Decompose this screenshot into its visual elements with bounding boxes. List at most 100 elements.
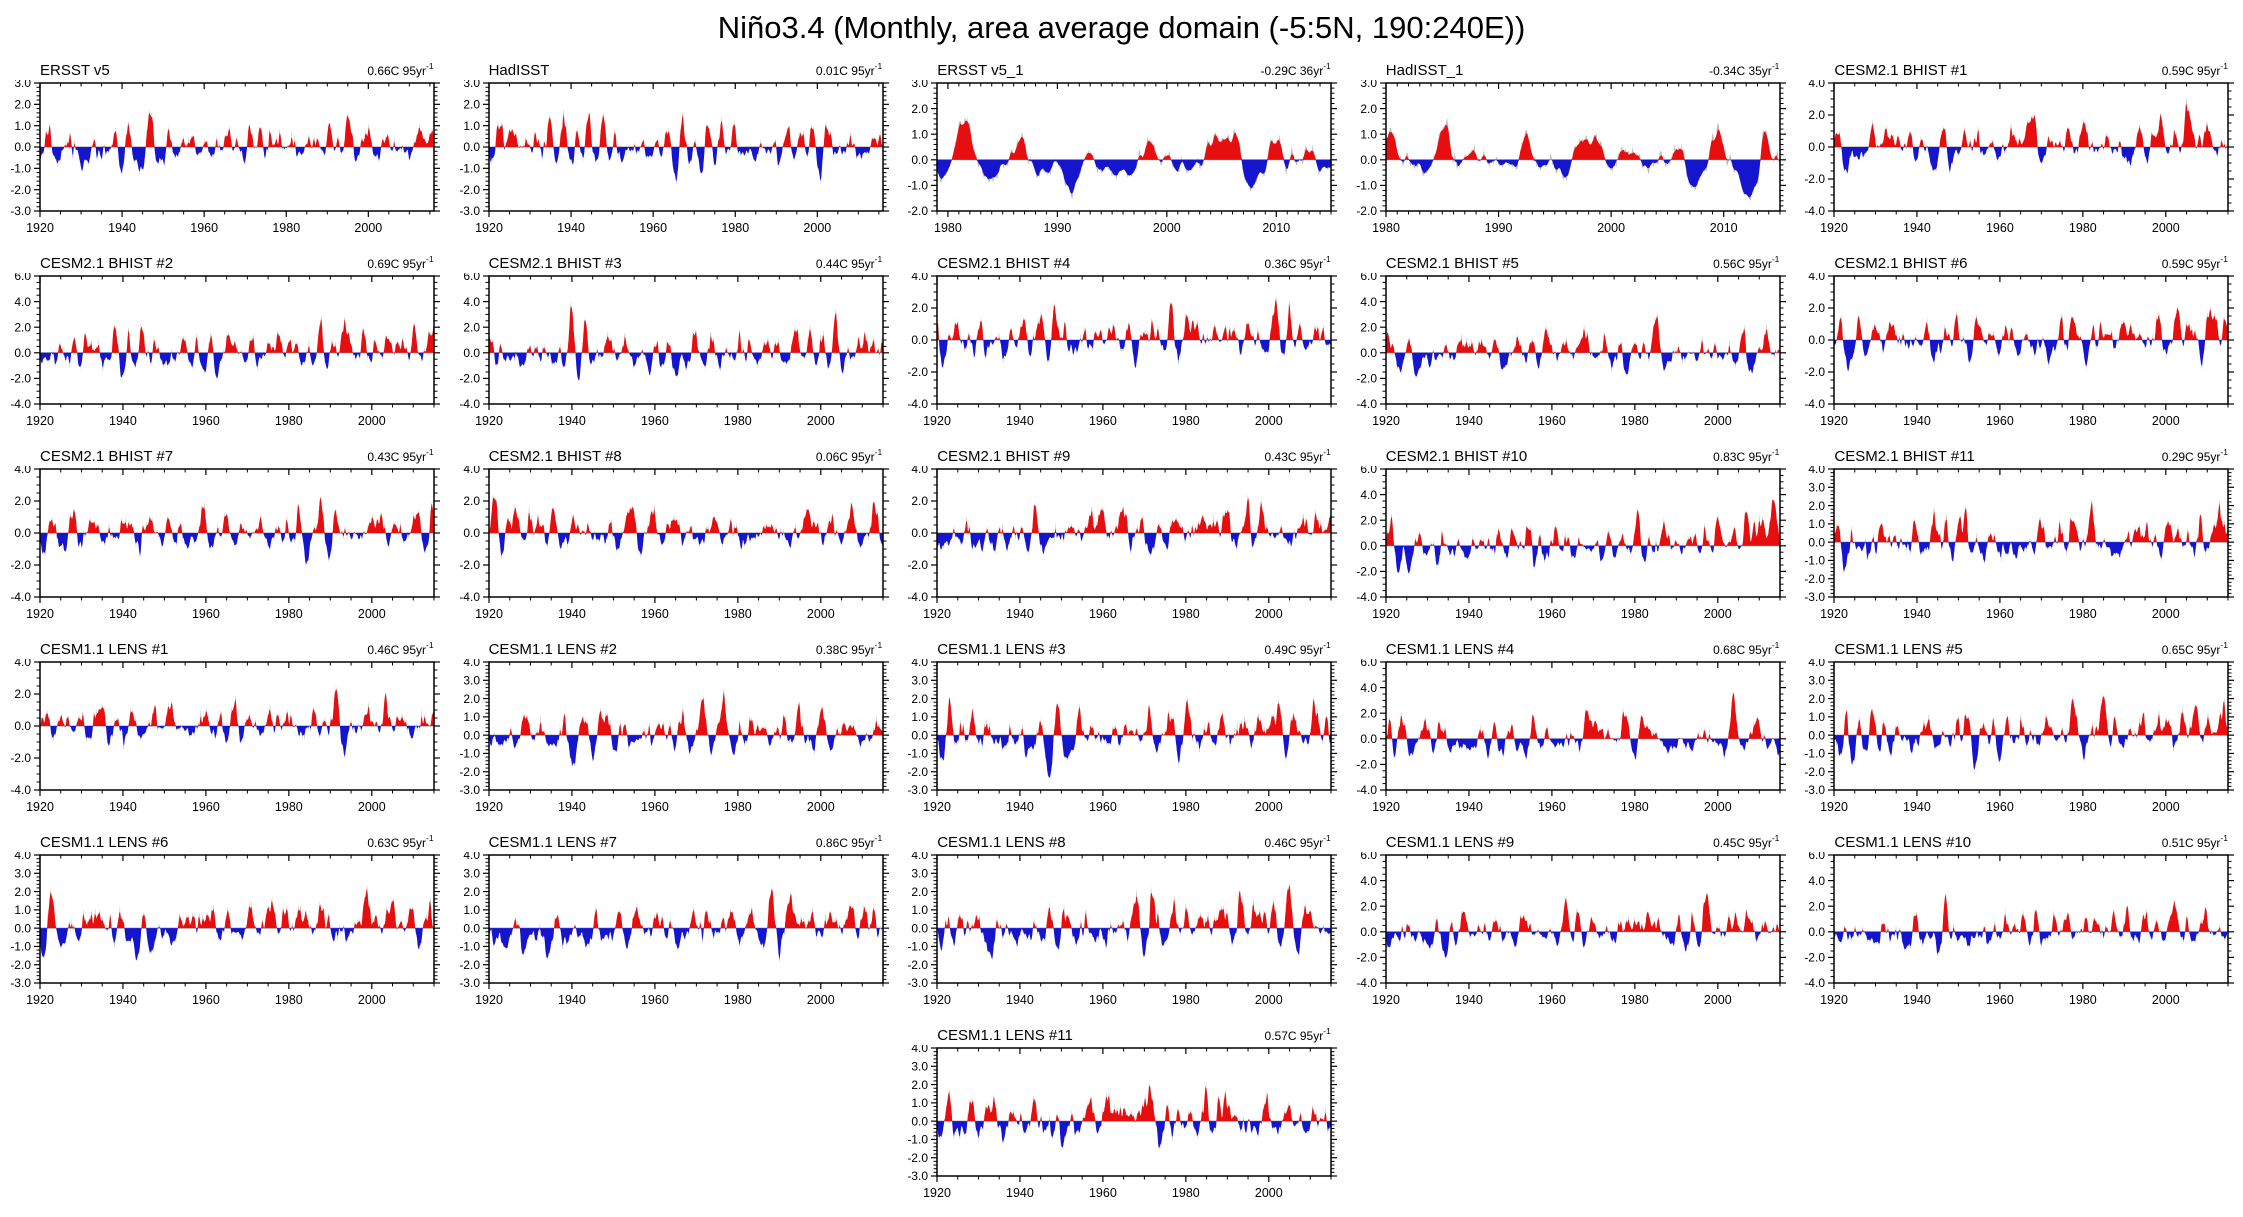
x-tick-label: 1980 — [1172, 607, 1200, 621]
plot-svg: 1920 1940 1960 1980 2000 4.0 3.0 2.0 1.0 0.0 -1.0 -… — [1805, 659, 2235, 814]
negative-anomaly-series — [937, 340, 1332, 368]
y-tick-label: -2.0 — [1805, 951, 1826, 965]
x-tick-label: 1960 — [1538, 993, 1566, 1007]
plot-svg: 1980 1990 2000 2010 3.0 2.0 1.0 0.0 -1.0 -2.0 — [908, 80, 1338, 235]
negative-anomaly-series — [488, 928, 883, 959]
x-tick-label: 1940 — [1006, 993, 1034, 1007]
y-tick-label: 0.0 — [463, 728, 480, 742]
chart-cell: CESM2.1 BHIST #5 0.56C 95yr-1 1920 1940 19… — [1346, 251, 1795, 444]
trend-exponent: -1 — [1323, 640, 1331, 650]
trend-annotation: 0.46C 95yr-1 — [1265, 833, 1331, 850]
chart-cell: CESM1.1 LENS #3 0.49C 95yr-1 1920 1940 196… — [897, 637, 1346, 830]
y-tick-label: 2.0 — [912, 102, 929, 116]
plot-frame — [1385, 275, 1781, 405]
y-tick-label: -2.0 — [459, 372, 480, 386]
chart-header: HadISST_1 -0.34C 35yr-1 — [1386, 61, 1780, 79]
y-tick-label: 0.0 — [14, 346, 31, 360]
y-tick-label: 2.0 — [14, 320, 31, 334]
plot-frame — [1385, 661, 1781, 791]
y-tick-label: 0.0 — [14, 140, 31, 154]
trend-value: 0.59C 95yr — [2161, 64, 2221, 78]
y-tick-label: 1.0 — [1809, 710, 1826, 724]
plot-frame — [487, 275, 884, 405]
chart-title: CESM2.1 BHIST #9 — [937, 448, 1071, 465]
y-tick-label: 3.0 — [1809, 673, 1826, 687]
positive-anomaly-series — [40, 690, 434, 726]
x-tick-label: 1980 — [934, 221, 962, 235]
x-tick-label: 1960 — [1538, 800, 1566, 814]
x-tick-label: 1940 — [1903, 993, 1931, 1007]
x-tick-label: 1980 — [1621, 993, 1649, 1007]
positive-anomaly-series — [1834, 895, 2229, 932]
plot-svg: 1920 1940 1960 1980 2000 3.0 2.0 1.0 0.0 -1.0 -2.0… — [459, 80, 889, 235]
y-tick-label: -1.0 — [459, 162, 480, 176]
y-tick-label: -2.0 — [1356, 951, 1377, 965]
x-tick-label: 2000 — [806, 607, 834, 621]
trend-annotation: 0.57C 95yr-1 — [1265, 1026, 1331, 1043]
trend-exponent: -1 — [1323, 833, 1331, 843]
y-tick-label: -4.0 — [908, 590, 929, 604]
y-tick-label: 2.0 — [1809, 499, 1826, 513]
x-tick-label: 1940 — [558, 800, 586, 814]
x-tick-label: 1960 — [192, 414, 220, 428]
trend-exponent: -1 — [426, 447, 434, 457]
x-tick-label: 1990 — [1484, 221, 1512, 235]
chart-header: CESM1.1 LENS #7 0.86C 95yr-1 — [489, 833, 883, 851]
y-tick-label: -3.0 — [459, 976, 480, 990]
y-tick-label: -2.0 — [908, 765, 929, 779]
y-tick-label: 4.0 — [14, 466, 31, 476]
chart-title: CESM2.1 BHIST #3 — [488, 255, 622, 272]
negative-anomaly-series — [40, 533, 434, 565]
y-tick-label: 2.0 — [912, 1078, 929, 1092]
x-tick-label: 2000 — [2152, 993, 2180, 1007]
negative-anomaly-series — [937, 928, 1332, 959]
negative-anomaly-series — [1834, 542, 2229, 572]
plot-frame — [487, 468, 884, 598]
y-tick-label: 1.0 — [912, 710, 929, 724]
positive-anomaly-series — [1834, 103, 2229, 147]
y-tick-label: -1.0 — [10, 940, 31, 954]
positive-anomaly-series — [40, 113, 434, 147]
x-tick-label: 1940 — [1455, 800, 1483, 814]
plot-frame — [39, 468, 435, 598]
trend-annotation: 0.65C 95yr-1 — [2161, 640, 2228, 657]
y-tick-label: 4.0 — [463, 295, 480, 309]
x-tick-label: 1920 — [475, 607, 503, 621]
x-tick-label: 1980 — [1172, 1186, 1200, 1200]
chart-header: CESM1.1 LENS #6 0.63C 95yr-1 — [40, 833, 434, 851]
y-tick-label: 4.0 — [912, 852, 929, 862]
trend-annotation: 0.44C 95yr-1 — [816, 254, 882, 271]
y-tick-label: 0.0 — [463, 526, 480, 540]
y-tick-label: 2.0 — [912, 301, 929, 315]
x-tick-label: 1920 — [1820, 607, 1848, 621]
x-tick-label: 1960 — [1538, 414, 1566, 428]
plot-svg: 1920 1940 1960 1980 2000 6.0 4.0 2.0 0.0 -2.0 -4.0 — [10, 273, 440, 428]
chart-title: CESM1.1 LENS #1 — [40, 641, 169, 658]
y-tick-label: 4.0 — [1809, 659, 1826, 669]
y-tick-label: 0.0 — [1809, 728, 1826, 742]
negative-anomaly-series — [40, 352, 434, 378]
trend-value: 0.56C 95yr — [1713, 257, 1772, 271]
chart-cell: CESM2.1 BHIST #7 0.43C 95yr-1 1920 1940 19… — [0, 444, 449, 637]
plot-frame — [39, 661, 435, 791]
negative-anomaly-series — [488, 352, 883, 381]
y-tick-label: 2.0 — [1809, 899, 1826, 913]
negative-anomaly-series — [937, 1121, 1332, 1148]
trend-annotation: 0.59C 95yr-1 — [2162, 254, 2228, 271]
x-tick-label: 1980 — [2069, 607, 2097, 621]
trend-value: 0.06C 95yr — [815, 450, 875, 464]
raw-series — [937, 1082, 1332, 1152]
x-tick-label: 1940 — [558, 993, 586, 1007]
y-tick-label: -1.0 — [908, 1133, 929, 1147]
chart-title: CESM2.1 BHIST #5 — [1385, 255, 1519, 272]
plot-frame — [936, 82, 1332, 212]
plot-frame — [39, 275, 435, 405]
negative-anomaly-series — [1385, 159, 1780, 198]
trend-value: 0.65C 95yr — [2161, 643, 2221, 657]
negative-anomaly-series — [1834, 735, 2229, 770]
x-tick-label: 1960 — [641, 414, 669, 428]
y-tick-label: 6.0 — [14, 273, 31, 283]
chart-title: ERSST v5_1 — [937, 62, 1024, 79]
x-tick-label: 1940 — [1903, 800, 1931, 814]
trend-annotation: -0.29C 36yr-1 — [1261, 61, 1331, 78]
